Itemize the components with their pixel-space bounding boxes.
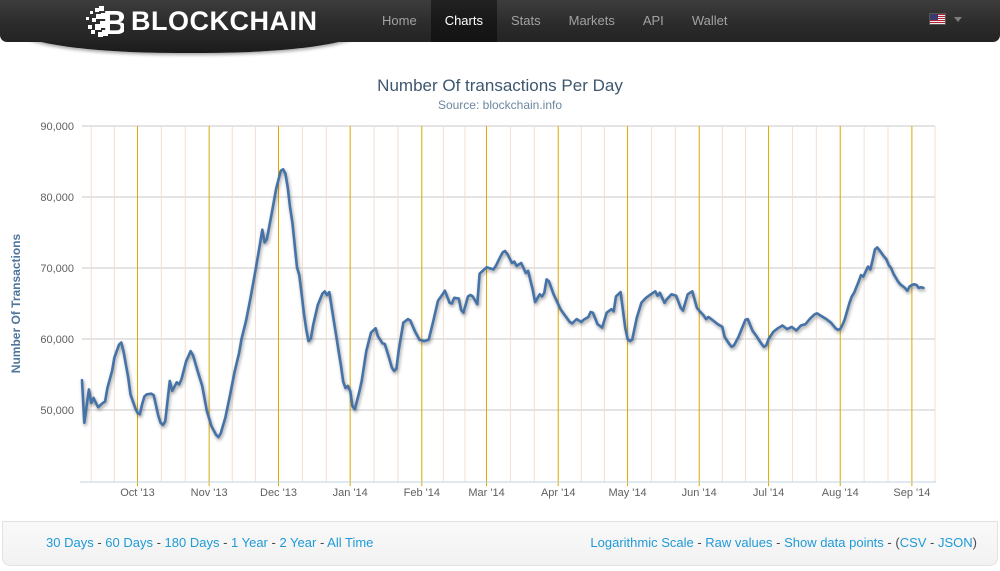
main-nav: Home Charts Stats Markets API Wallet <box>368 0 741 42</box>
svg-text:90,000: 90,000 <box>40 121 74 133</box>
svg-text:60,000: 60,000 <box>40 334 74 346</box>
bitcoin-b-icon: B <box>86 4 124 40</box>
svg-text:Aug '14: Aug '14 <box>822 487 859 499</box>
svg-text:Nov '13: Nov '13 <box>191 487 228 499</box>
option-link-logarithmic-scale[interactable]: Logarithmic Scale <box>590 535 694 550</box>
separator: - <box>93 535 106 550</box>
chart-subtitle: Source: blockchain.info <box>437 98 563 112</box>
x-month-gridlines <box>136 126 913 486</box>
nav-item-home[interactable]: Home <box>382 13 417 28</box>
nav-item-wallet[interactable]: Wallet <box>691 13 728 28</box>
svg-text:Mar '14: Mar '14 <box>468 487 504 499</box>
transactions-series-line <box>80 168 925 439</box>
y-axis-labels: 50,000 60,000 70,000 80,000 90,000 <box>40 121 74 417</box>
svg-text:Jul '14: Jul '14 <box>753 487 784 499</box>
nav-item-charts[interactable]: Charts <box>430 0 497 42</box>
svg-text:Oct '13: Oct '13 <box>120 487 155 499</box>
svg-text:May '14: May '14 <box>608 487 646 499</box>
svg-text:Feb '14: Feb '14 <box>404 487 440 499</box>
range-link-all-time[interactable]: All Time <box>327 535 374 550</box>
range-link-180-days[interactable]: 180 Days <box>164 535 220 550</box>
time-range-links: 30 Days - 60 Days - 180 Days - 1 Year - … <box>46 535 373 550</box>
option-link-show-data-points[interactable]: Show data points <box>784 535 884 550</box>
svg-text:Sep '14: Sep '14 <box>893 487 930 499</box>
language-selector[interactable] <box>929 13 962 25</box>
transactions-per-day-chart[interactable]: 50,000 60,000 70,000 80,000 90,000 Oct '13 Nov… <box>0 115 1000 515</box>
x-minor-gridlines <box>90 126 936 482</box>
series-transactions <box>80 168 925 439</box>
nav-item-markets[interactable]: Markets <box>568 13 615 28</box>
y-gridlines <box>82 125 935 411</box>
svg-text:Dec '13: Dec '13 <box>260 487 297 499</box>
us-flag-icon <box>929 13 946 25</box>
nav-item-api[interactable]: API <box>642 13 664 28</box>
footer-bar: 30 Days - 60 Days - 180 Days - 1 Year - … <box>2 521 998 566</box>
separator: - <box>152 535 165 550</box>
blockchain-logo[interactable]: B BLOCKCHAIN <box>86 3 318 40</box>
range-link-2-year[interactable]: 2 Year <box>279 535 317 550</box>
svg-text:Apr '14: Apr '14 <box>541 487 576 499</box>
separator: - <box>772 535 785 550</box>
x-axis-labels: Oct '13 Nov '13 Dec '13 Jan '14 Feb '14 Mar '… <box>120 487 930 499</box>
svg-text:Jan '14: Jan '14 <box>333 487 368 499</box>
separator: - <box>219 535 232 550</box>
range-link-30-days[interactable]: 30 Days <box>46 535 94 550</box>
svg-text:80,000: 80,000 <box>40 192 74 204</box>
caret-down-icon <box>954 16 962 22</box>
nav-item-stats[interactable]: Stats <box>510 13 541 28</box>
y-axis-title: Number Of Transactions <box>9 233 23 373</box>
separator: - <box>693 535 706 550</box>
range-link-1-year[interactable]: 1 Year <box>231 535 268 550</box>
svg-text:Number Of Transactions: Number Of Transactions <box>9 233 23 373</box>
export-link-json[interactable]: JSON <box>937 535 973 550</box>
separator: ) <box>972 535 977 550</box>
svg-text:B: B <box>103 4 124 40</box>
svg-text:50,000: 50,000 <box>40 405 74 417</box>
range-link-60-days[interactable]: 60 Days <box>105 535 153 550</box>
brand-name: BLOCKCHAIN <box>131 6 318 36</box>
chart-title: Number Of transactions Per Day <box>377 76 623 95</box>
separator: - ( <box>883 535 900 550</box>
export-link-csv[interactable]: CSV <box>899 535 927 550</box>
svg-text:70,000: 70,000 <box>40 263 74 275</box>
chart-option-links: Logarithmic Scale - Raw values - Show da… <box>590 535 977 550</box>
separator: - <box>926 535 938 550</box>
svg-text:Jun '14: Jun '14 <box>682 487 717 499</box>
separator: - <box>267 535 280 550</box>
separator: - <box>316 535 328 550</box>
option-link-raw-values[interactable]: Raw values <box>705 535 773 550</box>
top-nav-bar: Home Charts Stats Markets API Wallet <box>0 0 1000 42</box>
